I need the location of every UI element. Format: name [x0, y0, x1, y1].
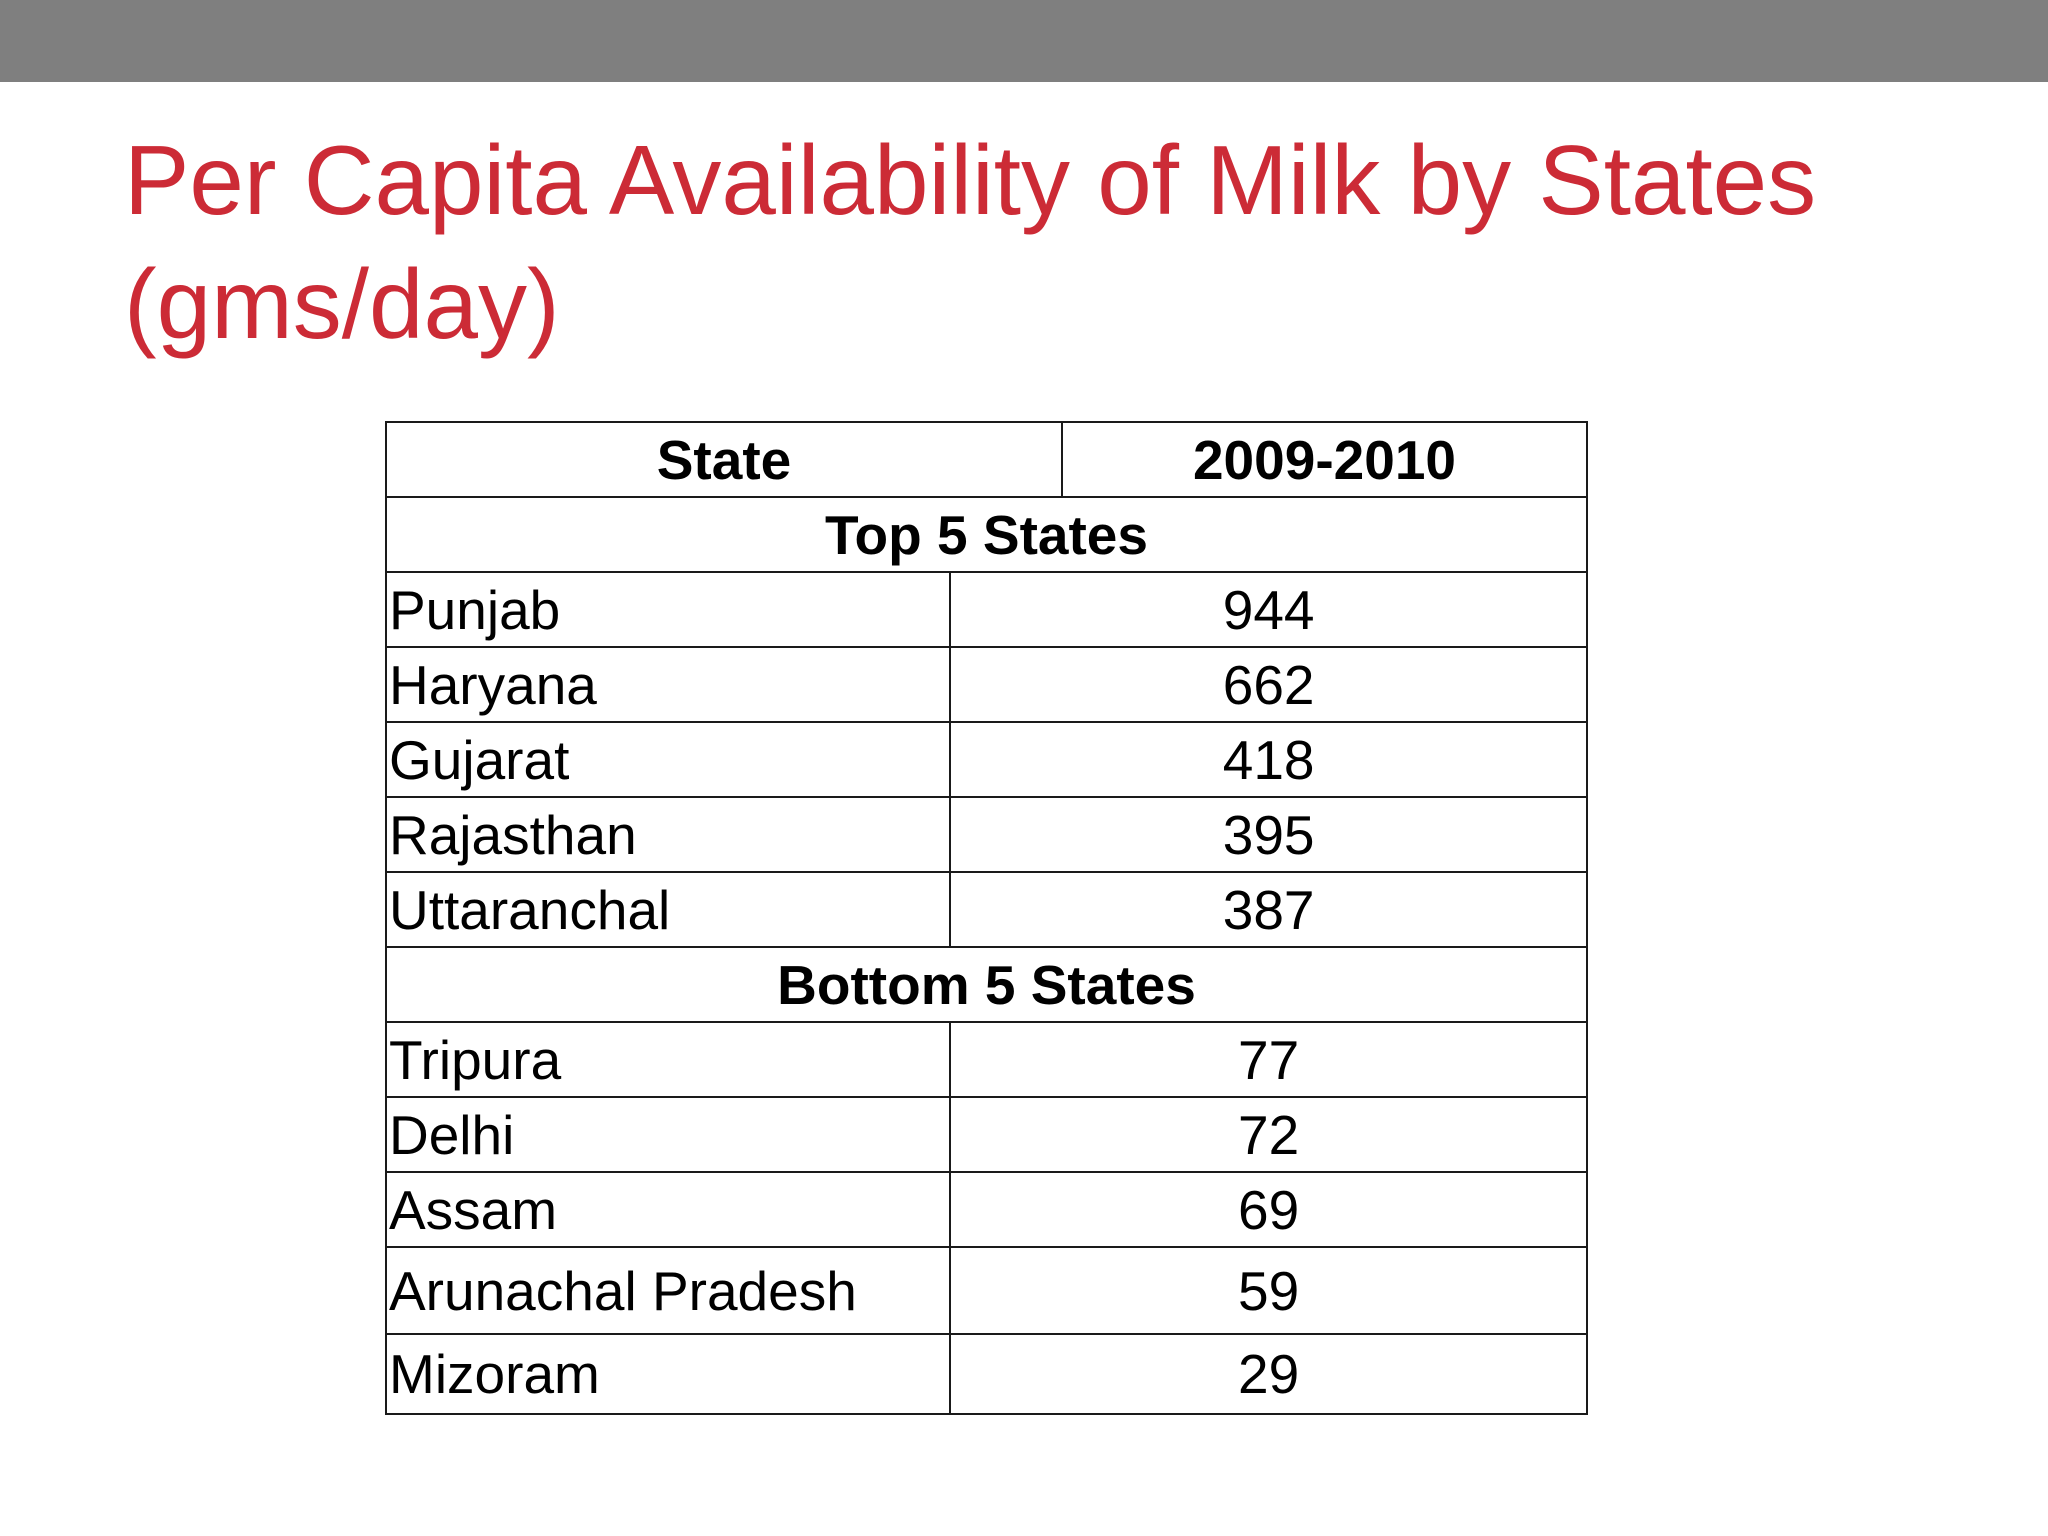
state-name: Tripura	[384, 1021, 952, 1098]
table-row: Haryana 662	[384, 646, 1588, 723]
state-name: Mizoram	[384, 1333, 952, 1415]
state-value: 69	[949, 1171, 1588, 1248]
milk-availability-table: State 2009-2010 Top 5 States Punjab 944 …	[384, 421, 1589, 1415]
table-row: Assam 69	[384, 1171, 1588, 1248]
state-name: Gujarat	[384, 721, 952, 798]
state-value: 59	[949, 1246, 1588, 1335]
table-row: Delhi 72	[384, 1096, 1588, 1173]
state-name: Arunachal Pradesh	[384, 1246, 952, 1335]
table-row: Tripura 77	[384, 1021, 1588, 1098]
state-value: 29	[949, 1333, 1588, 1415]
table-row: Mizoram 29	[384, 1333, 1588, 1415]
table-row: Arunachal Pradesh 59	[384, 1246, 1588, 1335]
state-value: 418	[949, 721, 1588, 798]
table-row: Rajasthan 395	[384, 796, 1588, 873]
state-value: 662	[949, 646, 1588, 723]
header-year: 2009-2010	[1060, 421, 1589, 498]
section-row-bottom: Bottom 5 States	[385, 946, 1588, 1023]
table-row: Punjab 944	[384, 571, 1588, 648]
header-state: State	[385, 421, 1063, 498]
state-value: 387	[949, 871, 1588, 948]
state-name: Rajasthan	[384, 796, 952, 873]
section-label-top: Top 5 States	[385, 496, 1588, 573]
section-row-top: Top 5 States	[385, 496, 1588, 573]
state-name: Uttaranchal	[384, 871, 952, 948]
table-row: Uttaranchal 387	[384, 871, 1588, 948]
state-value: 72	[949, 1096, 1588, 1173]
state-name: Punjab	[384, 571, 952, 648]
table-row: Gujarat 418	[384, 721, 1588, 798]
state-name: Delhi	[384, 1096, 952, 1173]
state-value: 944	[949, 571, 1588, 648]
state-name: Haryana	[384, 646, 952, 723]
table-header-row: State 2009-2010	[385, 421, 1589, 498]
slide-top-bar	[0, 0, 2048, 82]
slide-title: Per Capita Availability of Milk by State…	[124, 125, 1817, 359]
section-label-bottom: Bottom 5 States	[385, 946, 1588, 1023]
state-name: Assam	[384, 1171, 952, 1248]
state-value: 77	[949, 1021, 1588, 1098]
state-value: 395	[949, 796, 1588, 873]
